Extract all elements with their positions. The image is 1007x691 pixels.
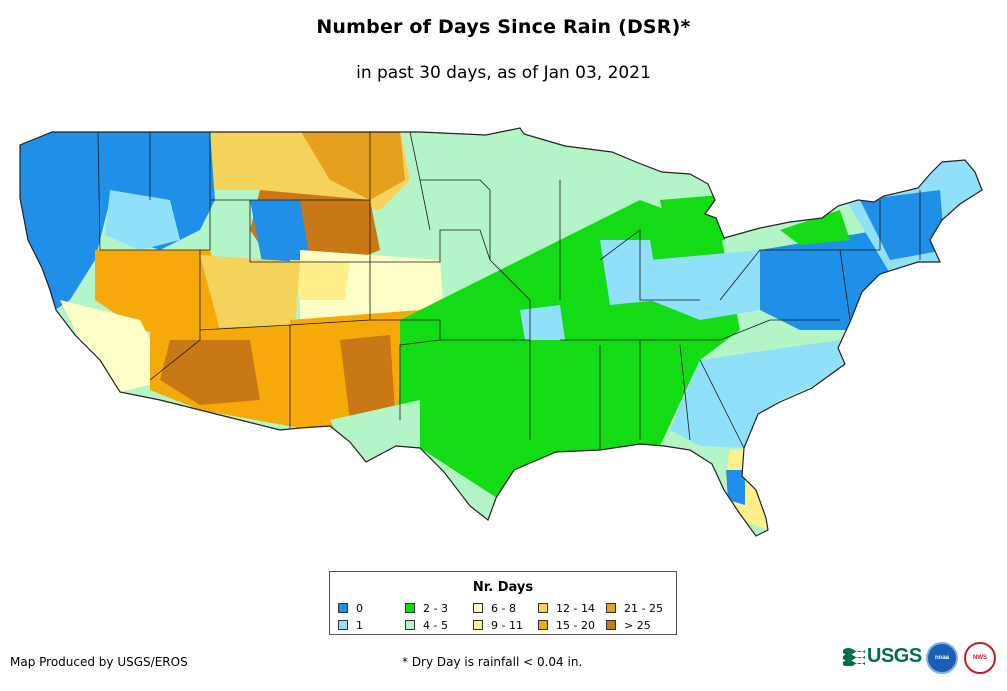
legend-label: 4 - 5 — [423, 618, 448, 632]
map-subtitle: in past 30 days, as of Jan 03, 2021 — [356, 63, 651, 83]
usgs-logo: USGS — [843, 642, 922, 670]
legend-label: 21 - 25 — [624, 601, 663, 615]
legend-item: 12 - 14 — [538, 601, 595, 615]
legend-item: 6 - 8 — [473, 601, 516, 615]
legend-label: > 25 — [624, 618, 651, 632]
legend-label: 0 — [356, 601, 363, 615]
legend-label: 6 - 8 — [491, 601, 516, 615]
legend-item: > 25 — [606, 618, 651, 632]
noaa-logo: noaa — [926, 642, 958, 674]
usgs-waves-icon — [843, 648, 865, 666]
footnote-text: * Dry Day is rainfall < 0.04 in. — [402, 655, 583, 669]
legend-swatch — [538, 603, 548, 613]
noaa-logo-text: noaa — [934, 655, 949, 661]
legend-swatch — [473, 603, 483, 613]
legend-title: Nr. Days — [472, 580, 534, 595]
legend-swatch — [338, 620, 348, 630]
legend-item: 4 - 5 — [405, 618, 448, 632]
dsr-color-regions — [20, 128, 982, 536]
legend-label: 12 - 14 — [556, 601, 595, 615]
legend-item: 15 - 20 — [538, 618, 595, 632]
legend-label: 9 - 11 — [491, 618, 523, 632]
legend-swatch — [606, 603, 616, 613]
legend-item: 2 - 3 — [405, 601, 448, 615]
legend-item: 0 — [338, 601, 363, 615]
nws-logo-text: NWS — [973, 655, 987, 661]
legend-item: 21 - 25 — [606, 601, 663, 615]
legend-swatch — [405, 603, 415, 613]
us-dsr-map — [19, 127, 983, 537]
legend-label: 1 — [356, 618, 363, 632]
legend-swatch — [538, 620, 548, 630]
credit-text: Map Produced by USGS/EROS — [10, 655, 188, 669]
legend-swatch — [338, 603, 348, 613]
legend: Nr. Days 0 1 2 - 3 4 - 5 6 - 8 9 - 11 12… — [329, 571, 677, 635]
legend-swatch — [606, 620, 616, 630]
legend-item: 9 - 11 — [473, 618, 523, 632]
legend-swatch — [405, 620, 415, 630]
legend-label: 2 - 3 — [423, 601, 448, 615]
map-title: Number of Days Since Rain (DSR)* — [316, 16, 691, 38]
legend-item: 1 — [338, 618, 363, 632]
usgs-logo-text: USGS — [867, 644, 922, 667]
nws-logo: NWS — [964, 642, 996, 674]
state-borders — [97, 131, 921, 450]
legend-swatch — [473, 620, 483, 630]
legend-label: 15 - 20 — [556, 618, 595, 632]
